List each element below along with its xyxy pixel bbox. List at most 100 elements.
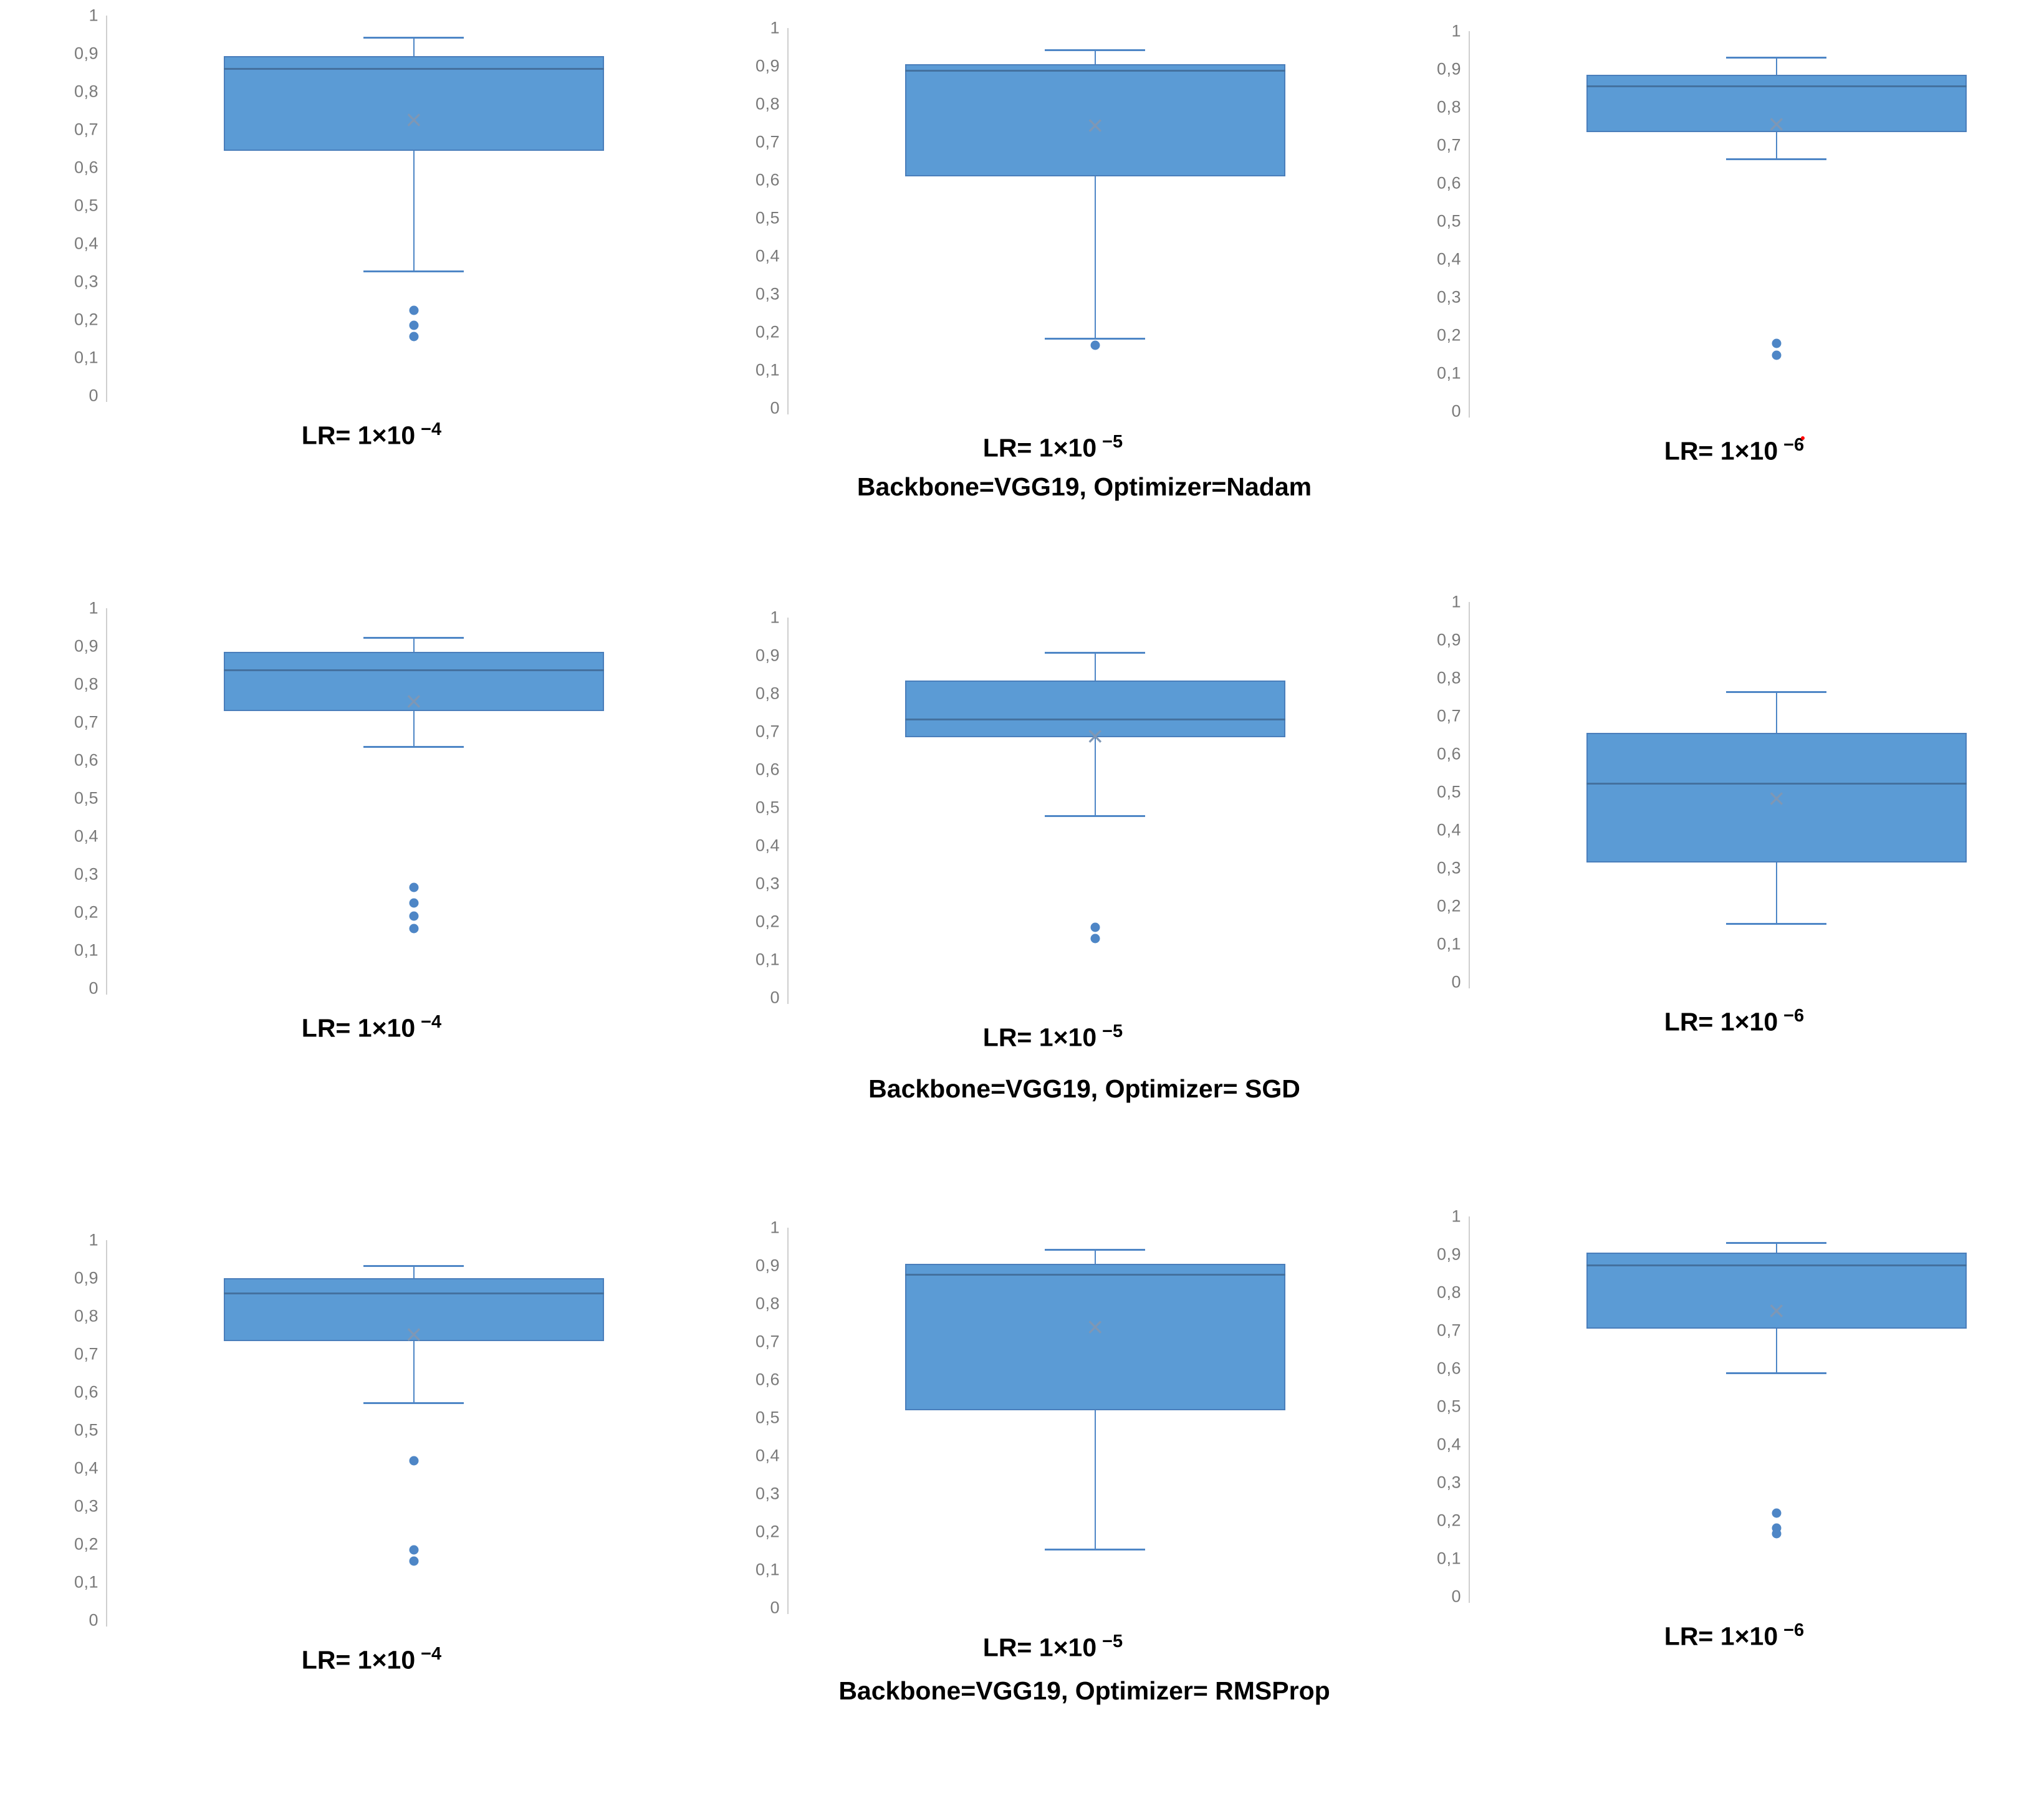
lr-label-text: LR= 1×10	[982, 433, 1097, 462]
y-tick-label: 0,8	[74, 82, 98, 101]
y-tick-label: 0,3	[74, 272, 98, 291]
y-tick-label: 0,6	[1436, 1359, 1461, 1378]
y-tick-label: 0,7	[1436, 706, 1461, 725]
y-axis-labels: 1 0,9 0,8 0,7 0,6 0,5 0,4 0,3 0,2 0,1 0	[681, 1218, 780, 1617]
upper-whisker-cap	[363, 1264, 464, 1267]
median-line	[1586, 782, 1967, 785]
outlier-dot	[1772, 1508, 1782, 1518]
lower-whisker-cap	[1726, 158, 1827, 161]
y-tick-label: 0,6	[74, 750, 98, 770]
y-tick-label: 0,5	[755, 208, 780, 227]
mean-marker: ×	[1087, 1310, 1104, 1343]
lr-label-text: LR= 1×10	[1664, 436, 1778, 466]
y-tick-label: 0,9	[74, 636, 98, 656]
upper-whisker-cap	[1045, 651, 1146, 654]
group-title: Backbone=VGG19, Optimizer=Nadam	[856, 472, 1312, 501]
lr-exponent: −4	[421, 1644, 442, 1664]
y-tick-label: 0,6	[74, 158, 98, 177]
y-tick-label: 0	[770, 398, 780, 418]
outlier-dot	[409, 882, 419, 892]
outlier-dot	[1090, 934, 1100, 944]
y-tick-label: 0,7	[1436, 135, 1461, 155]
y-tick-label: 0,3	[755, 874, 780, 893]
boxplot-panel: 1 0,9 0,8 0,7 0,6 0,5 0,4 0,3 0,2 0,1 0 × LR= 1×10…	[681, 0, 1363, 602]
lr-label: LR= 1×10 −5	[789, 432, 1317, 463]
median-line	[904, 718, 1286, 720]
lr-exponent: −5	[1102, 1021, 1123, 1041]
y-tick-label: 0,5	[74, 788, 98, 808]
y-tick-label: 0,2	[74, 902, 98, 922]
lower-whisker-cap	[1726, 923, 1827, 925]
y-axis-line	[787, 618, 789, 1004]
lr-label: LR= 1×10 −6	[1470, 435, 1998, 466]
y-tick-label: 0,5	[74, 1420, 98, 1440]
y-tick-label: 0,7	[755, 1332, 780, 1351]
median-line	[223, 1292, 605, 1295]
y-tick-label: 0,5	[1436, 782, 1461, 801]
row-nadam: 1 0,9 0,8 0,7 0,6 0,5 0,4 0,3 0,2 0,1 0 × LR= 1×10…	[0, 0, 2044, 602]
y-tick-label: 0,2	[1436, 896, 1461, 915]
lr-label: LR= 1×10 −6	[1470, 1006, 1998, 1037]
outlier-dot	[409, 1545, 419, 1555]
y-tick-label: 1	[770, 608, 780, 627]
y-tick-label: 0,4	[74, 826, 98, 846]
y-tick-label: 0,3	[755, 284, 780, 303]
y-tick-label: 0,4	[1436, 249, 1461, 269]
upper-whisker-cap	[363, 636, 464, 639]
median-line	[1586, 85, 1967, 87]
y-tick-label: 0,8	[755, 1294, 780, 1313]
iqr-box	[223, 652, 605, 711]
y-axis-line	[1469, 31, 1470, 418]
y-tick-label: 0,9	[755, 1256, 780, 1275]
whisker-line	[1094, 49, 1096, 338]
lr-label: LR= 1×10 −5	[789, 1021, 1317, 1053]
lr-label-text: LR= 1×10	[301, 1645, 416, 1675]
iqr-box	[904, 1263, 1286, 1410]
y-tick-label: 0,2	[755, 322, 780, 342]
y-tick-label: 0,6	[755, 170, 780, 189]
median-line	[1586, 1264, 1967, 1267]
y-tick-label: 0,2	[1436, 1511, 1461, 1530]
y-tick-label: 0,8	[1436, 668, 1461, 687]
y-tick-label: 0,5	[74, 196, 98, 215]
y-tick-label: 0,9	[755, 56, 780, 75]
y-tick-label: 1	[770, 1218, 780, 1237]
mean-marker: ×	[1768, 1294, 1785, 1327]
median-line	[223, 68, 605, 70]
upper-whisker-cap	[1726, 691, 1827, 694]
y-axis-labels: 1 0,9 0,8 0,7 0,6 0,5 0,4 0,3 0,2 0,1 0	[1363, 22, 1461, 421]
plot-area: ×	[107, 1240, 636, 1620]
mean-marker: ×	[1087, 108, 1104, 141]
y-tick-label: 0,4	[755, 246, 780, 265]
y-tick-label: 0	[89, 978, 98, 998]
lr-label-text: LR= 1×10	[301, 421, 416, 450]
mean-marker: ×	[405, 1318, 423, 1351]
boxplot-panel: 1 0,9 0,8 0,7 0,6 0,5 0,4 0,3 0,2 0,1 0 × LR= 1×10…	[1363, 1204, 2044, 1806]
y-tick-label: 0,4	[755, 836, 780, 855]
y-tick-label: 1	[1451, 1206, 1461, 1226]
y-tick-label: 0,1	[1436, 363, 1461, 383]
y-tick-label: 0,2	[74, 1534, 98, 1554]
lr-label: LR= 1×10 −4	[107, 1644, 636, 1675]
y-tick-label: 0	[89, 386, 98, 405]
plot-area: ×	[107, 16, 636, 396]
y-axis-labels: 1 0,9 0,8 0,7 0,6 0,5 0,4 0,3 0,2 0,1 0	[0, 1231, 98, 1630]
row-nadam-panels: 1 0,9 0,8 0,7 0,6 0,5 0,4 0,3 0,2 0,1 0 × LR= 1×10…	[0, 0, 2044, 602]
iqr-box	[1586, 733, 1967, 862]
outlier-dot	[1090, 340, 1100, 350]
y-tick-label: 0,5	[755, 1408, 780, 1427]
plot-area: ×	[1470, 31, 1998, 411]
outlier-dot	[409, 332, 419, 342]
lr-label-text: LR= 1×10	[982, 1633, 1097, 1662]
boxplot-panel: 1 0,9 0,8 0,7 0,6 0,5 0,4 0,3 0,2 0,1 0 × LR= 1×10…	[681, 1204, 1363, 1806]
y-tick-label: 0,1	[1436, 1549, 1461, 1568]
lr-exponent: −4	[421, 1012, 442, 1032]
row-rmsprop-panels: 1 0,9 0,8 0,7 0,6 0,5 0,4 0,3 0,2 0,1 0 × LR= 1×10…	[0, 1204, 2044, 1806]
mean-marker: ×	[1768, 782, 1785, 815]
lr-exponent: −6	[1783, 1620, 1805, 1640]
lr-exponent: −4	[421, 419, 442, 439]
y-tick-label: 0,7	[755, 722, 780, 741]
y-tick-label: 0,2	[755, 1522, 780, 1541]
y-axis-labels: 1 0,9 0,8 0,7 0,6 0,5 0,4 0,3 0,2 0,1 0	[0, 6, 98, 405]
whisker-line	[413, 36, 415, 270]
